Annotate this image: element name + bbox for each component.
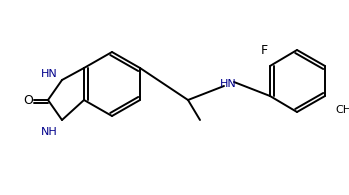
Text: HN: HN (220, 79, 236, 89)
Text: NH: NH (41, 127, 58, 137)
Text: O: O (23, 93, 33, 106)
Text: F: F (260, 43, 268, 57)
Text: CH₃: CH₃ (335, 105, 349, 115)
Text: HN: HN (41, 69, 58, 79)
